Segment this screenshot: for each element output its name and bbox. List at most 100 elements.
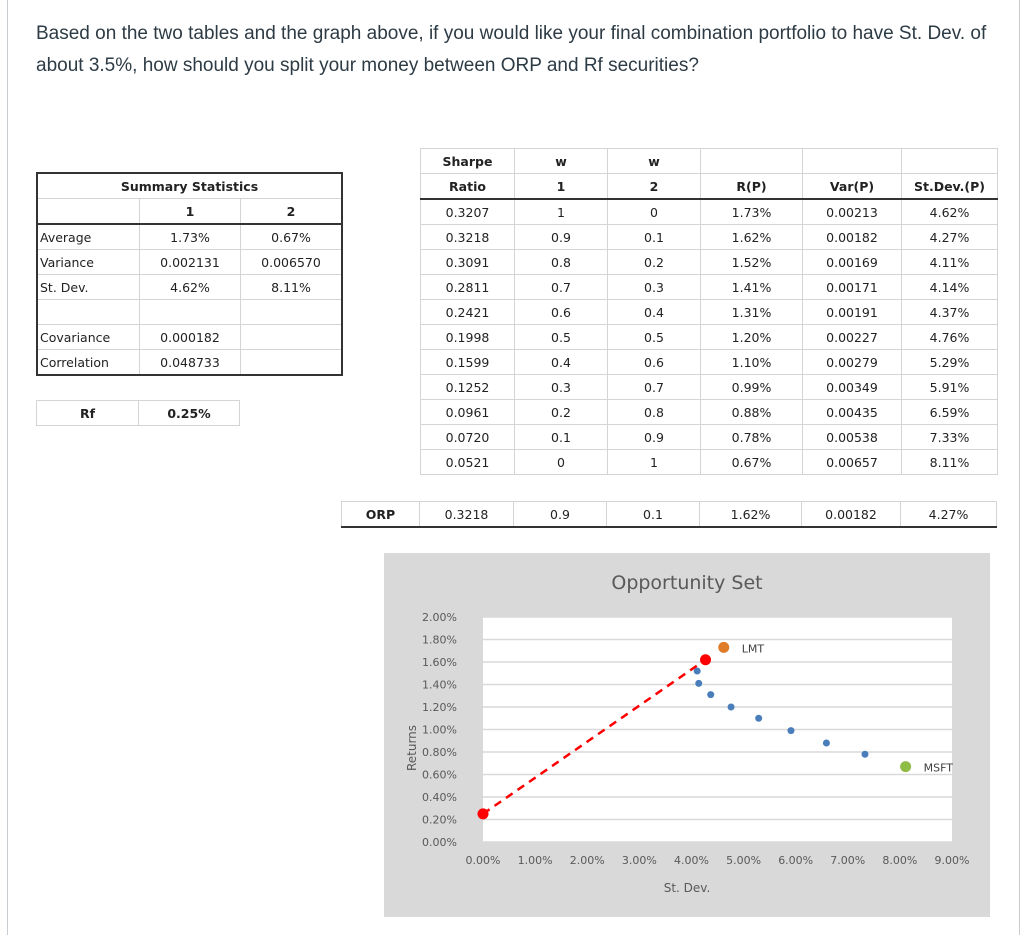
content-frame bbox=[7, 0, 1020, 935]
table-row: 0.0521 0 1 0.67% 0.00657 8.11% bbox=[420, 449, 998, 475]
table-cell: 4.11% bbox=[901, 249, 998, 275]
table-row: 0.3207 1 0 1.73% 0.00213 4.62% bbox=[420, 198, 998, 225]
table-cell: 0.1252 bbox=[420, 374, 515, 400]
rf-value: 0.25% bbox=[138, 400, 240, 426]
table-cell: 1.62% bbox=[699, 501, 802, 528]
header-cell: 1 bbox=[139, 198, 241, 225]
table-cell: 0.1998 bbox=[420, 324, 515, 350]
table-cell: 0.8 bbox=[514, 249, 608, 275]
opportunity-set-chart: Opportunity Set St. Dev. Returns 0.00% 0.… bbox=[384, 553, 990, 917]
table-cell: 0.6 bbox=[607, 349, 701, 375]
lmt-point bbox=[718, 641, 730, 653]
y-axis-label: Returns bbox=[405, 725, 419, 771]
y-tick-label: 0.60% bbox=[422, 769, 457, 782]
table-cell: 0.3207 bbox=[420, 198, 515, 225]
table-cell bbox=[36, 299, 140, 325]
x-axis-label: St. Dev. bbox=[664, 881, 711, 895]
table-row: Average 1.73% 0.67% bbox=[36, 223, 343, 250]
table-cell: 0.3218 bbox=[420, 224, 515, 250]
table-cell: 5.29% bbox=[901, 349, 998, 375]
y-tick-label: 0.20% bbox=[422, 814, 457, 827]
question-text: Based on the two tables and the graph ab… bbox=[36, 23, 987, 76]
header-row: Ratio 1 2 R(P) Var(P) St.Dev.(P) bbox=[420, 173, 998, 200]
table-row: 0.0961 0.2 0.8 0.88% 0.00435 6.59% bbox=[420, 399, 998, 425]
table-cell: 0.5 bbox=[514, 324, 608, 350]
table-cell: 0.00169 bbox=[802, 249, 902, 275]
cal-line bbox=[482, 658, 707, 815]
x-tick-label: 7.00% bbox=[830, 854, 865, 867]
portfolio-point bbox=[693, 667, 701, 675]
table-cell: 0.048733 bbox=[139, 349, 241, 376]
table-row: 0.3218 0.9 0.1 1.62% 0.00182 4.27% bbox=[420, 224, 998, 250]
table-cell: 0.3 bbox=[514, 374, 608, 400]
table-cell: 0.00191 bbox=[802, 299, 902, 325]
table-cell: 0.8 bbox=[607, 399, 701, 425]
orp-row: ORP 0.3218 0.9 0.1 1.62% 0.00182 4.27% bbox=[341, 501, 997, 528]
msft-point bbox=[900, 761, 912, 773]
rf-table: Rf 0.25% bbox=[36, 400, 240, 426]
table-cell: 0.99% bbox=[700, 374, 803, 400]
table-row: 0.2811 0.7 0.3 1.41% 0.00171 4.14% bbox=[420, 274, 998, 300]
x-tick-label: 9.00% bbox=[935, 854, 970, 867]
portfolio-point bbox=[695, 679, 703, 687]
table-cell: 0.7 bbox=[607, 374, 701, 400]
table-row: 0.1252 0.3 0.7 0.99% 0.00349 5.91% bbox=[420, 374, 998, 400]
table-cell: 0.1 bbox=[607, 224, 701, 250]
table-cell: 1.52% bbox=[700, 249, 803, 275]
table-cell: Average bbox=[36, 223, 140, 250]
table-cell: 1.73% bbox=[139, 223, 241, 250]
table-cell: 0.9 bbox=[514, 224, 608, 250]
table-cell: Correlation bbox=[36, 349, 140, 376]
x-tick-label: 3.00% bbox=[622, 854, 657, 867]
y-tick-label: 1.80% bbox=[422, 634, 457, 647]
table-cell: 0.0521 bbox=[420, 449, 515, 475]
table-cell: 1.73% bbox=[700, 198, 803, 225]
cal-point bbox=[477, 808, 489, 820]
header-cell bbox=[36, 198, 140, 225]
table-cell: 0.0961 bbox=[420, 399, 515, 425]
x-tick-label: 8.00% bbox=[882, 854, 917, 867]
table-row: 0.3091 0.8 0.2 1.52% 0.00169 4.11% bbox=[420, 249, 998, 275]
table-cell: 0.2 bbox=[514, 399, 608, 425]
y-tick-label: 0.40% bbox=[422, 791, 457, 804]
header-cell: R(P) bbox=[700, 173, 803, 200]
table-cell bbox=[240, 324, 343, 350]
header-cell: w bbox=[514, 148, 608, 174]
table-cell: 1.62% bbox=[700, 224, 803, 250]
table-row bbox=[36, 299, 343, 325]
table-cell: 0.1 bbox=[606, 501, 700, 528]
table-cell: 8.11% bbox=[240, 274, 343, 300]
table-cell: 0 bbox=[514, 449, 608, 475]
table-cell: 0.00538 bbox=[802, 424, 902, 450]
table-cell: 0.002131 bbox=[139, 249, 241, 275]
portfolio-point bbox=[755, 714, 763, 722]
table-cell: 0.1 bbox=[514, 424, 608, 450]
header-cell: Ratio bbox=[420, 173, 515, 200]
table-cell: 0.3218 bbox=[419, 501, 514, 528]
table-cell: 0.5 bbox=[607, 324, 701, 350]
table-cell: 0.67% bbox=[240, 223, 343, 250]
table-cell: 0.00182 bbox=[802, 224, 902, 250]
table-cell bbox=[240, 349, 343, 376]
table-cell: 0.2811 bbox=[420, 274, 515, 300]
table-cell: St. Dev. bbox=[36, 274, 140, 300]
y-tick-label: 2.00% bbox=[422, 611, 457, 624]
summary-title: Summary Statistics bbox=[36, 172, 343, 199]
header-cell: 1 bbox=[514, 173, 608, 200]
header-cell bbox=[802, 148, 902, 174]
orp-table: ORP 0.3218 0.9 0.1 1.62% 0.00182 4.27% bbox=[341, 501, 997, 528]
table-cell: 0.00349 bbox=[802, 374, 902, 400]
y-tick-label: 0.80% bbox=[422, 746, 457, 759]
table-cell: 0.0720 bbox=[420, 424, 515, 450]
chart-svg: Opportunity Set St. Dev. Returns 0.00% 0.… bbox=[405, 572, 970, 895]
table-cell: 4.76% bbox=[901, 324, 998, 350]
table-cell: 0.00227 bbox=[802, 324, 902, 350]
portfolio-point bbox=[707, 691, 715, 699]
portfolio-point bbox=[727, 703, 735, 711]
table-cell: 4.27% bbox=[901, 224, 998, 250]
table-cell: 7.33% bbox=[901, 424, 998, 450]
table-cell: 5.91% bbox=[901, 374, 998, 400]
header-cell: 2 bbox=[240, 198, 343, 225]
table-row: 0.1599 0.4 0.6 1.10% 0.00279 5.29% bbox=[420, 349, 998, 375]
table-row: 0.1998 0.5 0.5 1.20% 0.00227 4.76% bbox=[420, 324, 998, 350]
